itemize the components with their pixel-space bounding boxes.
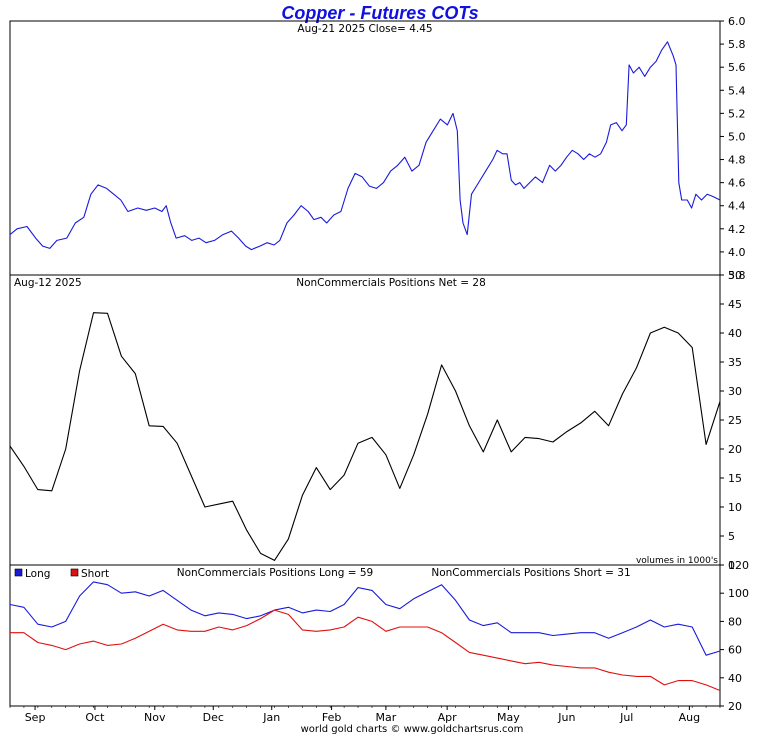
footer-credit: world gold charts © www.goldchartsrus.co… bbox=[301, 724, 524, 735]
x-tick-label: Jan bbox=[262, 711, 280, 724]
long-header: NonCommercials Positions Long = 59 bbox=[177, 567, 373, 579]
y-tick-label: 5.0 bbox=[728, 130, 746, 143]
y-tick-label: 5 bbox=[728, 530, 735, 543]
net-header: NonCommercials Positions Net = 28 bbox=[296, 277, 486, 289]
short-header: NonCommercials Positions Short = 31 bbox=[431, 567, 630, 579]
x-tick-label: Nov bbox=[144, 711, 166, 724]
panel-frame-3 bbox=[9, 564, 721, 707]
net-series-line bbox=[9, 312, 721, 561]
price-header: Aug-21 2025 Close= 4.45 bbox=[297, 23, 432, 35]
y-tick-label: 100 bbox=[728, 587, 749, 600]
panel-frame-2 bbox=[9, 274, 721, 566]
y-tick-label: 120 bbox=[728, 559, 749, 572]
y-tick-label: 40 bbox=[728, 327, 742, 340]
y-tick-label: 35 bbox=[728, 356, 742, 369]
x-tick-label: Dec bbox=[203, 711, 224, 724]
short-series-line bbox=[10, 609, 721, 692]
y-tick-label: 5.2 bbox=[728, 107, 746, 120]
net-date-label: Aug-12 2025 bbox=[14, 277, 82, 289]
y-tick-label: 6.0 bbox=[728, 15, 746, 28]
y-tick-label: 5.8 bbox=[728, 38, 746, 51]
y-tick-label: 20 bbox=[728, 700, 742, 713]
y-tick-label: 4.8 bbox=[728, 154, 746, 167]
y-tick-label: 4.4 bbox=[728, 200, 746, 213]
x-tick-label: Oct bbox=[85, 711, 105, 724]
y-tick-label: 3.8 bbox=[728, 269, 746, 282]
x-tick-label: Apr bbox=[438, 711, 458, 724]
long-series-line bbox=[9, 581, 721, 656]
x-tick-label: Aug bbox=[679, 711, 700, 724]
legend-long-label: Long bbox=[25, 568, 50, 580]
y-tick-label: 40 bbox=[728, 672, 742, 685]
legend-short-swatch bbox=[70, 568, 79, 577]
y-tick-label: 20 bbox=[728, 443, 742, 456]
y-tick-label: 15 bbox=[728, 472, 742, 485]
x-tick-label: Feb bbox=[322, 711, 341, 724]
volumes-footnote: volumes in 1000's bbox=[636, 556, 718, 566]
x-tick-label: Sep bbox=[25, 711, 46, 724]
y-tick-label: 30 bbox=[728, 385, 742, 398]
y-tick-label: 5.4 bbox=[728, 84, 746, 97]
x-tick-label: Jul bbox=[619, 711, 633, 724]
chart-title: Copper - Futures COTs bbox=[281, 3, 479, 23]
y-tick-label: 5.6 bbox=[728, 61, 746, 74]
x-tick-label: Jun bbox=[557, 711, 575, 724]
y-tick-label: 4.2 bbox=[728, 223, 746, 236]
panel-frame-1 bbox=[9, 20, 721, 276]
y-tick-label: 0 bbox=[728, 559, 735, 572]
y-tick-label: 10 bbox=[728, 501, 742, 514]
legend-long-swatch bbox=[14, 568, 23, 577]
y-tick-label: 80 bbox=[728, 615, 742, 628]
y-tick-label: 50 bbox=[728, 269, 742, 282]
y-tick-label: 60 bbox=[728, 644, 742, 657]
x-tick-label: May bbox=[497, 711, 520, 724]
y-tick-label: 4.0 bbox=[728, 246, 746, 259]
price-series-line bbox=[9, 41, 721, 251]
x-tick-label: Mar bbox=[375, 711, 396, 724]
y-tick-label: 25 bbox=[728, 414, 742, 427]
legend-short-label: Short bbox=[81, 568, 109, 580]
y-tick-label: 4.6 bbox=[728, 177, 746, 190]
y-tick-label: 45 bbox=[728, 298, 742, 311]
